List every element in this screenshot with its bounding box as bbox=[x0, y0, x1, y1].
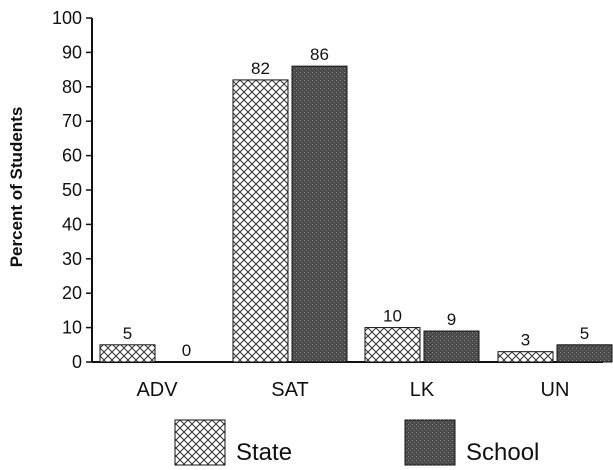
data-label-state-adv: 5 bbox=[123, 324, 132, 343]
y-tick-label: 30 bbox=[62, 249, 82, 269]
legend-label-school: School bbox=[466, 439, 539, 466]
y-tick-label: 40 bbox=[62, 214, 82, 234]
bars-group: 5 0 82 86 10 9 3 5 bbox=[99, 45, 613, 363]
x-tick-label-lk: LK bbox=[410, 379, 435, 401]
x-tick-label-adv: ADV bbox=[136, 379, 178, 401]
data-label-school-adv: 0 bbox=[182, 341, 191, 360]
bar-state-lk bbox=[364, 327, 421, 363]
x-tick-label-un: UN bbox=[541, 379, 570, 401]
y-axis-title: Percent of Students bbox=[7, 107, 26, 268]
legend: State School bbox=[174, 419, 539, 466]
bar-state-sat bbox=[232, 79, 289, 363]
bar-school-sat bbox=[291, 65, 348, 363]
bar-school-un bbox=[556, 344, 613, 363]
y-tick-label: 20 bbox=[62, 283, 82, 303]
bar-state-un bbox=[497, 351, 554, 363]
y-tick-label: 10 bbox=[62, 318, 82, 338]
y-tick-label: 90 bbox=[62, 42, 82, 62]
legend-swatch-state bbox=[174, 419, 226, 466]
data-label-state-sat: 82 bbox=[251, 59, 270, 78]
legend-item-state: State bbox=[174, 419, 292, 466]
y-tick-label: 100 bbox=[52, 8, 82, 28]
x-tick-label-sat: SAT bbox=[271, 379, 308, 401]
legend-label-state: State bbox=[236, 439, 292, 466]
y-axis-ticks: 0 10 20 30 40 50 60 70 80 90 100 bbox=[52, 8, 92, 372]
data-label-school-sat: 86 bbox=[310, 45, 329, 64]
bar-school-lk bbox=[423, 330, 480, 363]
data-label-school-un: 5 bbox=[580, 324, 589, 343]
data-label-school-lk: 9 bbox=[447, 310, 456, 329]
data-label-state-lk: 10 bbox=[383, 307, 402, 326]
y-tick-label: 50 bbox=[62, 180, 82, 200]
legend-swatch-school bbox=[404, 419, 456, 466]
bar-state-adv bbox=[99, 344, 156, 363]
y-tick-label: 0 bbox=[72, 352, 82, 372]
legend-item-school: School bbox=[404, 419, 539, 466]
y-tick-label: 60 bbox=[62, 146, 82, 166]
y-tick-label: 80 bbox=[62, 77, 82, 97]
data-label-state-un: 3 bbox=[521, 331, 530, 350]
category-labels: ADV SAT LK UN bbox=[136, 379, 569, 401]
y-tick-label: 70 bbox=[62, 111, 82, 131]
